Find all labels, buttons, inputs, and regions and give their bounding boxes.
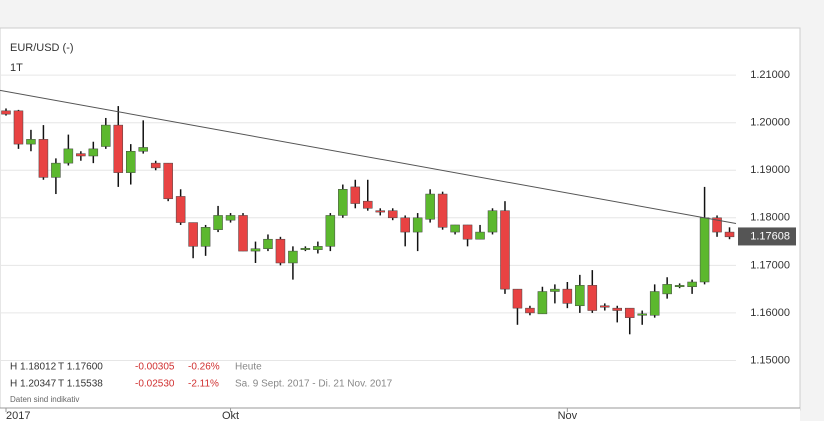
candle-body (213, 215, 223, 230)
last-price-label: 1.17608 (750, 230, 790, 242)
last-price-box (738, 227, 796, 246)
y-tick-label: 1.20000 (750, 117, 790, 129)
candle-body (687, 281, 697, 288)
candle-body (225, 215, 236, 221)
candle-body (600, 305, 610, 308)
y-tick-label: 1.16000 (750, 307, 790, 319)
candle-body (138, 147, 148, 152)
candle-body (175, 196, 186, 223)
candle-body (437, 193, 448, 228)
candle-body (13, 110, 24, 145)
candle-body (163, 162, 173, 200)
candle-body (113, 124, 124, 173)
candle-body (512, 288, 523, 309)
candle-body (325, 215, 336, 247)
info-low: T 1.17600 (58, 362, 103, 373)
candle-body (101, 124, 111, 147)
candle-body (200, 227, 211, 247)
candle-body (624, 307, 635, 318)
candle-body (550, 288, 560, 292)
candle-body (238, 215, 248, 252)
candle-body (462, 224, 473, 240)
candle-body (150, 162, 161, 169)
candle-body (425, 193, 435, 220)
candle-body (375, 210, 385, 213)
candle-body (363, 200, 373, 209)
info-high: H 1.20347 (10, 379, 57, 390)
candle-body (724, 231, 735, 238)
candle-body (188, 222, 198, 247)
y-tick-label: 1.18000 (750, 212, 790, 224)
candle-body (649, 291, 660, 316)
note: Daten sind indikativ (10, 395, 79, 404)
info-percent: -0.26% (188, 362, 220, 373)
y-tick-label: 1.17000 (750, 259, 790, 271)
y-tick-label: 1.19000 (750, 164, 790, 176)
candle-body (313, 246, 323, 250)
x-axis-band (0, 408, 800, 421)
candle-body (263, 238, 273, 249)
candle-body (525, 307, 535, 314)
candle-body (387, 210, 398, 219)
candle-body (63, 148, 74, 164)
candle-body (699, 217, 710, 283)
candle-body (38, 139, 49, 178)
candle-body (400, 217, 410, 233)
candle-body (674, 285, 685, 288)
candle-body (125, 150, 136, 173)
info-low: T 1.15538 (58, 379, 103, 390)
info-period: Sa. 9 Sept. 2017 - Di. 21 Nov. 2017 (235, 379, 393, 390)
x-tick-label: 2017 (6, 410, 30, 421)
candle-body (250, 248, 261, 252)
candle-body (26, 139, 36, 145)
candle-body (350, 186, 361, 204)
info-change: -0.00305 (135, 362, 175, 373)
x-tick-label: Okt (222, 410, 239, 421)
candle-body (300, 247, 311, 250)
candle-body (487, 210, 498, 233)
trendline (0, 89, 737, 225)
candle-body (76, 153, 86, 157)
info-percent: -2.11% (188, 379, 219, 390)
candle-body (450, 224, 460, 233)
candle-body (712, 217, 722, 233)
info-high: H 1.18012 (10, 362, 57, 373)
info-period: Heute (235, 362, 262, 373)
candle-body (88, 148, 99, 157)
candle-body (475, 231, 485, 240)
candle-body (637, 313, 647, 316)
candle-body (1, 110, 11, 115)
candle-body (51, 162, 61, 178)
candle-body (537, 291, 548, 315)
chart-title: EUR/USD (-) (10, 42, 74, 54)
x-tick-label: Nov (558, 410, 578, 421)
y-tick-label: 1.21000 (750, 69, 790, 81)
candle-body (500, 210, 510, 290)
candle-body (587, 285, 598, 311)
candle-body (412, 217, 423, 233)
candle-body (275, 238, 286, 264)
candle-body (338, 189, 348, 216)
candle-body (575, 285, 585, 307)
candle-body (562, 288, 573, 304)
y-tick-label: 1.15000 (750, 354, 790, 366)
candle-body (288, 250, 298, 264)
candle-body (662, 284, 672, 295)
chart-panel (0, 27, 801, 411)
chart-subtitle: 1T (10, 62, 23, 74)
info-change: -0.02530 (135, 379, 175, 390)
candle-body (612, 307, 623, 311)
